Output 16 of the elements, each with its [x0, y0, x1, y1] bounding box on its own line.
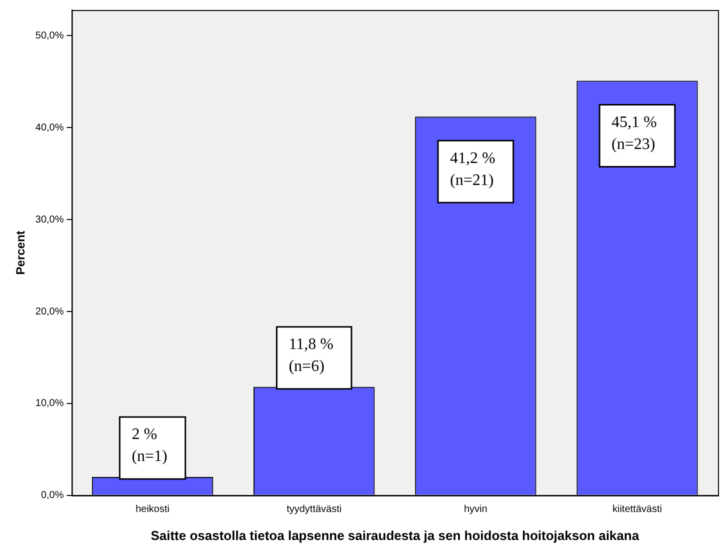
x-tick-label: hyvin: [464, 504, 488, 516]
data-label: 2 % (n=1): [132, 426, 168, 466]
x-tick-label: tyydyttävästi: [286, 504, 342, 516]
x-tick-label: kiitettävästi: [612, 504, 662, 516]
y-axis-title: Percent: [14, 230, 28, 275]
data-label: 11,8 % (n=6): [288, 336, 334, 376]
y-tick-label: 10,0%: [35, 398, 64, 410]
x-tick-label: heikosti: [136, 504, 170, 516]
x-axis-title: Saitte osastolla tietoa lapsenne sairaudesta ja sen hoidosta hoitojakson aikana: [150, 528, 640, 543]
y-tick-label: 50,0%: [35, 30, 64, 42]
data-label: 45,1 % (n=23): [612, 114, 657, 153]
y-tick-label: 20,0%: [35, 306, 64, 318]
y-tick-label: 30,0%: [35, 214, 64, 226]
data-label: 41,2 % (n=21): [450, 150, 496, 189]
y-tick-label: 40,0%: [35, 122, 64, 134]
y-tick-label: 0,0%: [40, 490, 64, 502]
